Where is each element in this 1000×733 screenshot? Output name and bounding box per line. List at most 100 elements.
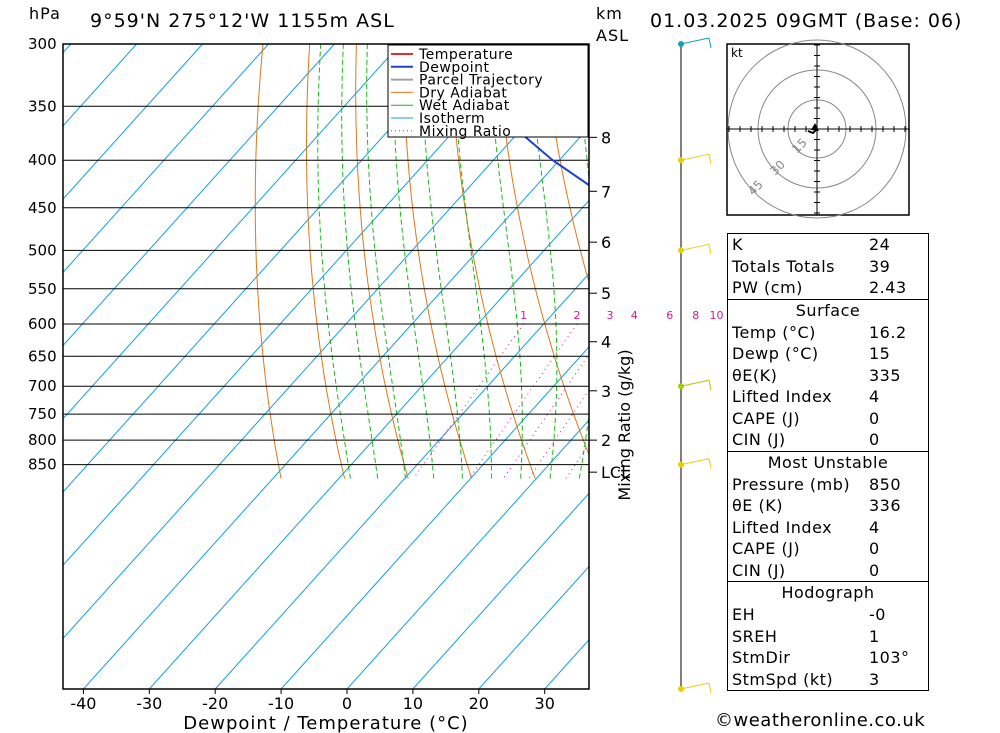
hodograph-table-title: Hodograph: [781, 583, 875, 602]
dry-adiabat-line: [449, 44, 536, 479]
legend-label: Temperature: [418, 47, 513, 63]
isotherm-line: [148, 199, 589, 689]
dry-adiabat-line: [964, 44, 1000, 479]
hodo-row: SREH 1: [732, 626, 880, 646]
most-unstable-title: Most Unstable: [767, 452, 889, 472]
pressure-tick-label: 500: [28, 241, 57, 259]
height-tick-label: 3: [601, 382, 611, 401]
isotherm-line: [63, 44, 203, 200]
wind-barb-flag: [708, 244, 712, 255]
indices-table: K 24 Totals Totals 39 PW (cm) 2.43 Surface …: [727, 233, 929, 691]
height-tick-label: 7: [601, 182, 611, 201]
wet-adiabat-line: [341, 44, 379, 479]
hodograph-unit: kt: [731, 46, 743, 60]
dry-adiabat-line: [402, 44, 473, 479]
pressure-tick-label: 650: [28, 347, 57, 365]
mu-row: θE (K) 336: [732, 496, 902, 515]
wind-barb-flag: [708, 458, 712, 469]
mixing-ratio-label: 6: [666, 309, 673, 322]
x-tick-label: 0: [342, 694, 352, 713]
surface-row: CAPE (J) 0: [732, 408, 880, 428]
dry-adiabat-line: [306, 44, 346, 479]
legend-label: Isotherm: [419, 111, 485, 127]
wet-adiabat-line: [392, 44, 435, 479]
legend-label: Wet Adiabat: [419, 98, 510, 114]
mixing-ratio-line: [413, 323, 525, 479]
isotherm-line: [63, 44, 401, 420]
mixing-ratio-label: 3: [607, 309, 614, 322]
mixing-ratio-axis-label: Mixing Ratio (g/kg): [615, 349, 634, 500]
height-unit: km: [596, 4, 623, 23]
wet-adiabat-line: [527, 44, 558, 479]
wet-adiabat-line: [487, 44, 523, 479]
hodo-row: StmDir 103°: [732, 648, 910, 667]
mu-row: Pressure (mb) 850: [732, 474, 902, 494]
pressure-tick-label: 700: [28, 377, 57, 395]
hodo-row: StmSpd (kt) 3: [732, 669, 880, 689]
wet-adiabat-line: [366, 44, 406, 479]
isotherm-line: [63, 44, 72, 54]
pressure-unit: hPa: [29, 4, 61, 23]
surface-row: θE(K) 335: [732, 365, 902, 385]
index-row: PW (cm) 2.43: [732, 278, 907, 297]
legend: [387, 44, 589, 138]
legend-label: Dry Adiabat: [419, 85, 507, 101]
isotherm-line: [214, 272, 589, 689]
mu-row: CIN (J) 0: [732, 560, 880, 580]
dry-adiabat-line: [496, 44, 589, 457]
isotherm-line: [63, 44, 467, 493]
isotherm-line: [63, 53, 589, 640]
mixing-ratio-label: 1: [520, 309, 527, 322]
surface-title: Surface: [795, 300, 861, 320]
mixing-ratio-line: [528, 389, 589, 479]
pressure-tick-label: 800: [28, 431, 57, 449]
mu-row: CAPE (J) 0: [732, 539, 880, 558]
isotherm-line: [412, 492, 589, 689]
legend-label: Dewpoint: [419, 60, 490, 76]
wind-barb: [680, 37, 710, 45]
wind-barb-flag: [708, 380, 712, 391]
x-tick-label: 10: [403, 694, 423, 713]
wind-barb: [680, 243, 710, 251]
x-tick-label: 20: [469, 694, 489, 713]
wind-barb-flag: [708, 154, 712, 165]
pressure-tick-label: 550: [28, 280, 57, 298]
dewpoint-series: [488, 44, 589, 187]
hodo-row: EH -0: [732, 605, 886, 624]
wet-adiabat-line: [452, 44, 492, 479]
wet-adiabat-line: [574, 44, 589, 479]
height-tick-label: 5: [601, 284, 611, 303]
isotherm-line: [0, 44, 5, 689]
pressure-tick-label: 600: [28, 315, 57, 333]
wet-adiabat-line: [637, 44, 694, 479]
x-tick-label: -30: [136, 694, 162, 713]
mu-row: Lifted Index 4: [732, 517, 880, 537]
dry-adiabat-line: [917, 44, 1000, 479]
height-tick-label: 2: [601, 431, 611, 450]
dry-adiabat-line: [590, 44, 726, 479]
legend-label: Parcel Trajectory: [419, 73, 543, 89]
index-row: K 24: [732, 235, 891, 254]
x-tick-label: 30: [535, 694, 555, 713]
wind-barb-flag: [708, 682, 712, 694]
height-tick-label: LCL: [601, 463, 630, 482]
pressure-tick-label: 750: [28, 405, 57, 423]
isotherm-line: [63, 44, 269, 274]
wind-barb: [680, 458, 710, 466]
x-tick-label: -20: [202, 694, 228, 713]
x-tick-label: -40: [70, 694, 96, 713]
x-axis-label: Dewpoint / Temperature (°C): [183, 713, 468, 733]
pressure-tick-label: 450: [28, 199, 57, 217]
datetime-title: 01.03.2025 09GMT (Base: 06): [650, 10, 963, 32]
dry-adiabat-line: [355, 44, 409, 479]
x-tick-label: -10: [268, 694, 294, 713]
wet-adiabat-line: [317, 44, 351, 479]
credit-text[interactable]: ©weatheronline.co.uk: [715, 710, 926, 731]
storm-motion-marker: [811, 123, 819, 131]
isotherm-line: [63, 44, 335, 347]
surface-row: Dewp (°C) 15: [732, 344, 891, 363]
isotherm-line: [63, 44, 533, 566]
pressure-tick-label: 400: [28, 151, 57, 169]
pressure-tick-label: 850: [28, 456, 57, 474]
